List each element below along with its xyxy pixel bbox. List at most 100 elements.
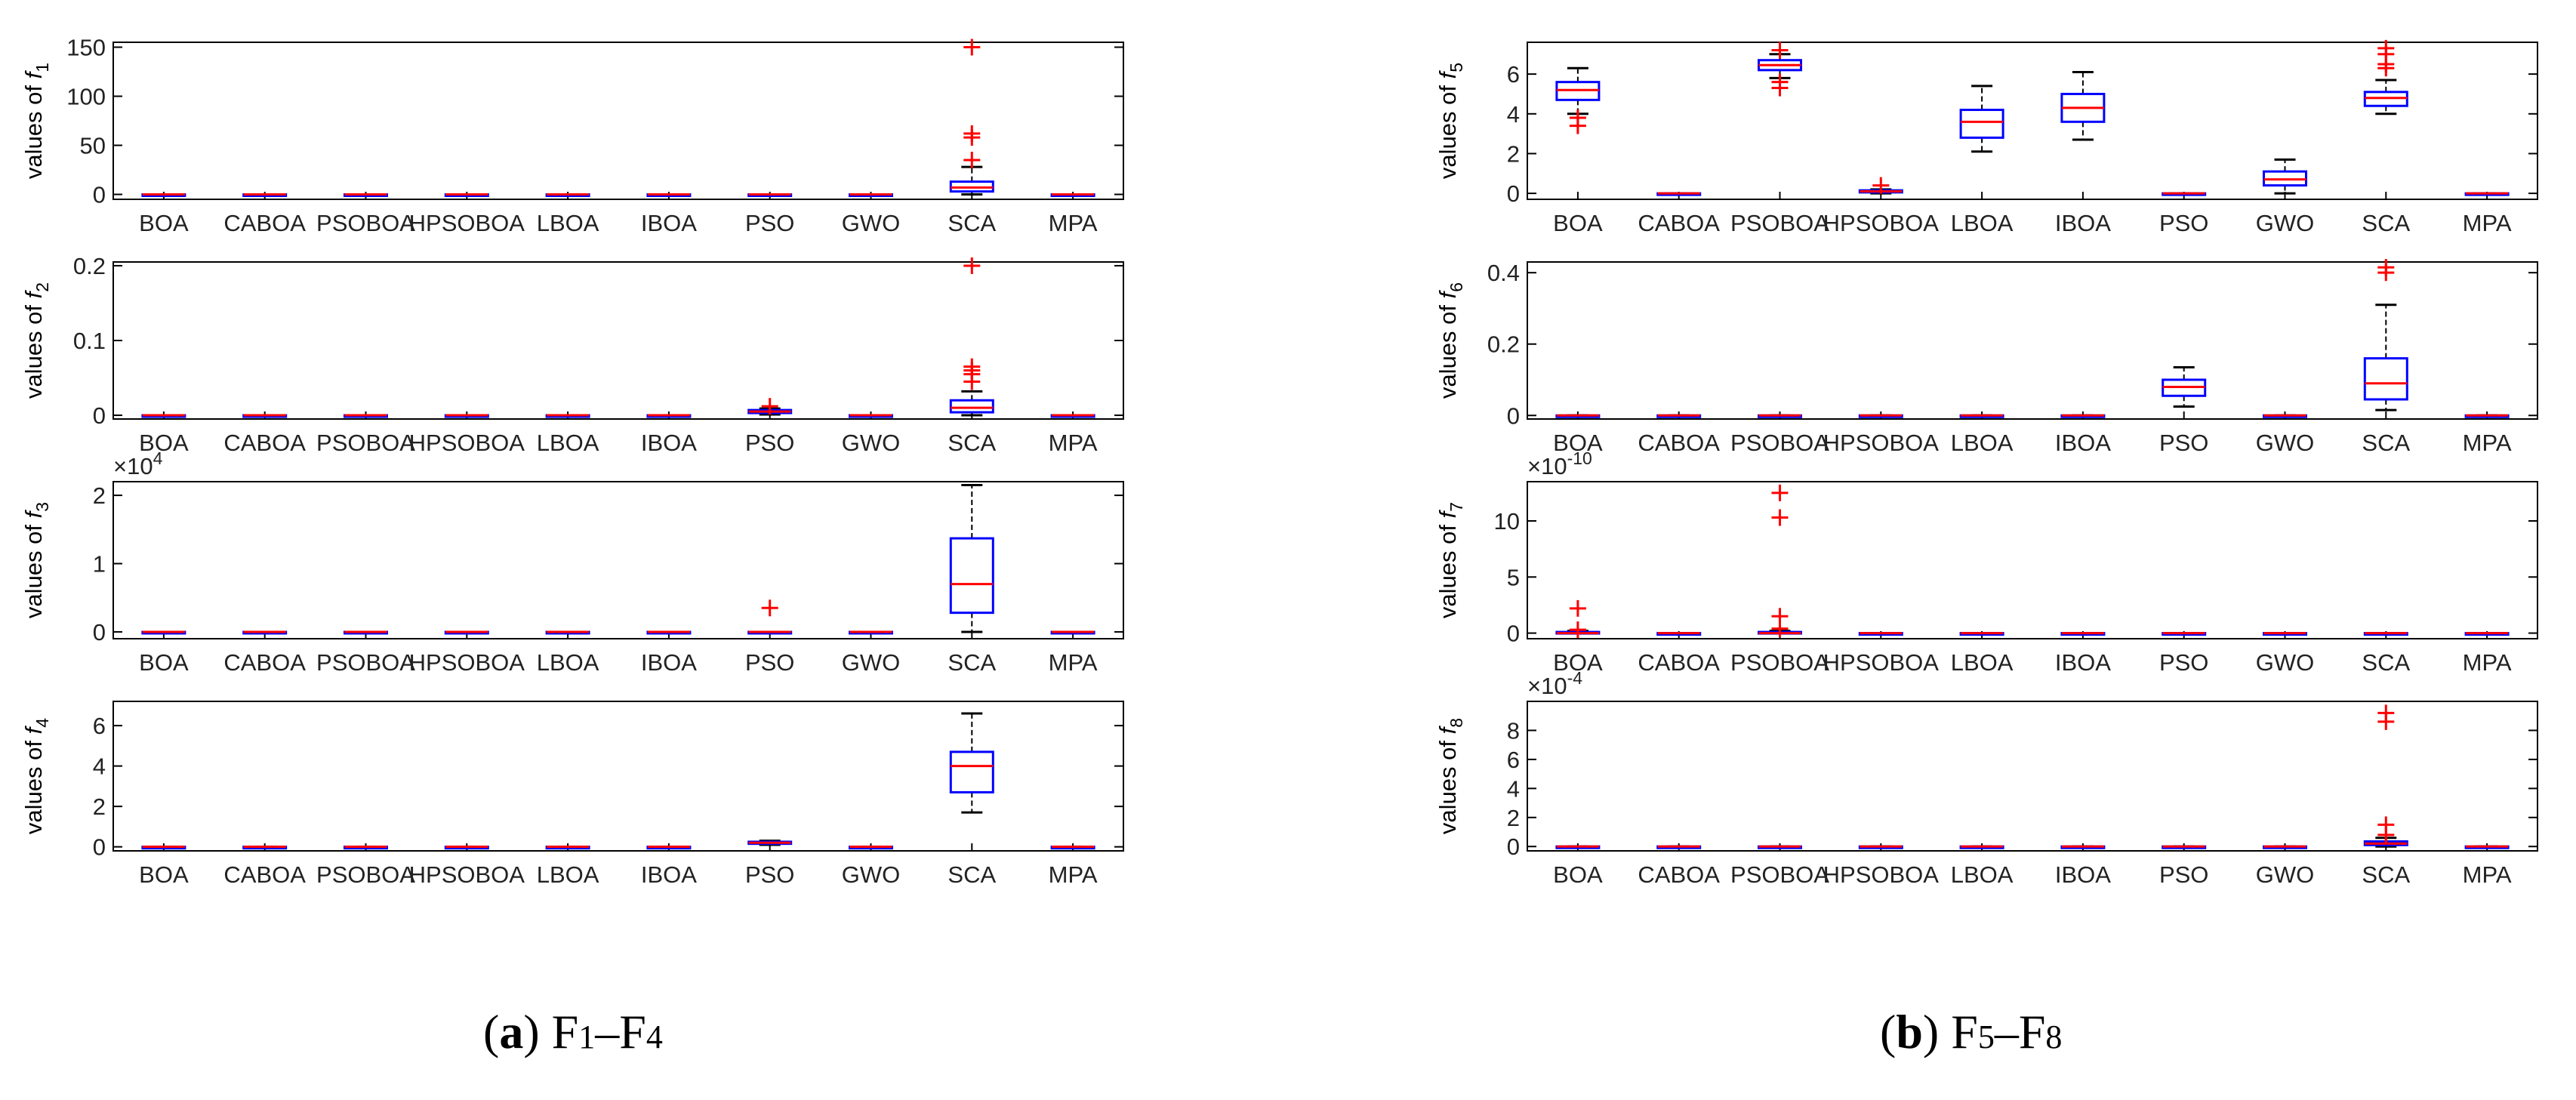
outlier-marker <box>2377 816 2395 833</box>
box-iqr <box>2363 357 2408 401</box>
y-axis-label: values of f8 <box>1434 718 1466 834</box>
y-axis-label-text: values of <box>20 85 47 179</box>
y-exponent-power: -10 <box>1567 448 1592 468</box>
outlier-marker <box>1771 42 1789 59</box>
box-gwo <box>849 193 893 197</box>
plot-frame <box>112 42 1124 200</box>
x-tick-label-psoboa: PSOBOA <box>1730 861 1829 888</box>
box-gwo <box>2263 414 2307 418</box>
box-iboa <box>646 414 692 418</box>
outlier-marker <box>1771 484 1789 501</box>
caption-b: (b) F5–F8 <box>1880 1004 2062 1060</box>
y-exponent-base: ×10 <box>1527 453 1567 479</box>
y-exponent-base: ×10 <box>113 453 153 479</box>
box-caboa <box>242 630 288 635</box>
box-iqr <box>949 750 994 793</box>
box-mpa <box>2464 632 2510 636</box>
box-caboa <box>242 193 288 197</box>
y-axis-label-text: values of <box>1434 305 1461 399</box>
box-pso <box>2162 632 2207 636</box>
x-tick-label-pso: PSO <box>2159 210 2208 236</box>
x-tick-label-pso: PSO <box>745 861 794 888</box>
box-hpsoboa <box>1858 414 1903 418</box>
box-caboa <box>1656 414 1702 418</box>
box-sca <box>949 712 994 814</box>
box-psoboa <box>1758 845 1802 849</box>
box-iboa <box>646 630 692 635</box>
y-axis-label-space <box>20 518 47 525</box>
y-tick-label: 0 <box>1507 833 1520 860</box>
x-tick-label-lboa: LBOA <box>1951 210 2014 236</box>
x-tick-label-sca: SCA <box>948 430 996 456</box>
x-tick-label-pso: PSO <box>2159 861 2208 888</box>
box-psoboa <box>1758 414 1802 418</box>
box-iqr <box>949 399 994 414</box>
outlier-marker <box>1569 621 1586 639</box>
box-mpa <box>2464 414 2510 418</box>
x-tick-label-caboa: CABOA <box>223 430 306 456</box>
x-tick-label-gwo: GWO <box>2256 649 2315 676</box>
box-pso <box>747 398 793 416</box>
x-tick-label-hpsoboa: HPSOBOA <box>409 430 525 456</box>
box-lboa <box>545 846 590 850</box>
box-pso <box>2162 845 2207 849</box>
y-tick-label: 0.4 <box>1487 260 1520 286</box>
x-tick-label-iboa: IBOA <box>2055 210 2111 236</box>
y-axis-label-text: values of <box>1434 85 1461 179</box>
y-tick-label: 0.2 <box>1487 331 1520 358</box>
y-tick-label: 4 <box>1507 101 1520 128</box>
y-tick-label: 4 <box>93 753 106 780</box>
box-hpsoboa <box>1858 177 1903 195</box>
box-caboa <box>1656 192 1702 196</box>
x-tick-label-iboa: IBOA <box>641 430 697 456</box>
outlier-marker <box>1771 608 1789 625</box>
box-hpsoboa <box>444 414 489 418</box>
caption-b-letter: b <box>1896 1005 1923 1058</box>
x-tick-label-mpa: MPA <box>2463 430 2512 456</box>
x-tick-label-sca: SCA <box>2362 430 2410 456</box>
y-tick-label: 150 <box>66 35 106 61</box>
y-tick-label: 2 <box>1507 140 1520 167</box>
x-tick-label-sca: SCA <box>948 210 996 236</box>
x-tick-label-iboa: IBOA <box>641 210 697 236</box>
x-tick-label-caboa: CABOA <box>223 649 306 676</box>
x-tick-label-gwo: GWO <box>842 430 901 456</box>
box-iqr <box>1959 109 2004 139</box>
caption-a-f-end: F <box>619 1005 646 1058</box>
box-iqr <box>949 537 994 615</box>
x-tick-label-gwo: GWO <box>842 210 901 236</box>
y-axis-label-text: values of <box>20 741 47 834</box>
box-gwo <box>849 630 893 635</box>
x-tick-label-psoboa: PSOBOA <box>316 861 415 888</box>
y-tick-label: 2 <box>1507 805 1520 831</box>
caption-b-f-start: F <box>1951 1005 1978 1058</box>
x-tick-label-caboa: CABOA <box>1638 649 1720 676</box>
y-axis-label-fsub: 4 <box>32 718 52 728</box>
x-tick-label-hpsoboa: HPSOBOA <box>1823 430 1940 456</box>
y-axis-label-space <box>20 79 47 85</box>
caption-b-sub-end: 8 <box>2045 1018 2063 1055</box>
boxplot-panel-a-f1: 0 50 100 150 values of f1 BOA CABOA PSOBOAHPSOB… <box>20 35 1124 236</box>
y-axis-label-space <box>20 734 47 741</box>
box-caboa <box>242 846 288 850</box>
outlier-marker <box>2377 259 2395 276</box>
x-tick-label-hpsoboa: HPSOBOA <box>1823 210 1940 236</box>
caption-b-f-end: F <box>2018 1005 2046 1058</box>
box-gwo <box>2263 632 2307 636</box>
caption-a-paren-open: ( <box>483 1005 500 1058</box>
x-tick-label-sca: SCA <box>2362 861 2410 888</box>
box-mpa <box>1050 846 1095 850</box>
box-lboa <box>1959 845 2004 849</box>
plot-frame <box>1527 701 2538 852</box>
outlier-marker <box>963 257 981 274</box>
y-tick-label: 0 <box>1507 402 1520 429</box>
outlier-marker <box>1569 109 1586 127</box>
y-axis-label: values of f1 <box>20 63 52 179</box>
box-boa <box>1555 66 1601 134</box>
x-tick-label-lboa: LBOA <box>1951 861 2014 888</box>
box-iboa <box>646 846 692 850</box>
x-tick-label-psoboa: PSOBOA <box>316 430 415 456</box>
x-tick-label-pso: PSO <box>745 430 794 456</box>
y-axis-label-fsub: 5 <box>1447 63 1466 72</box>
